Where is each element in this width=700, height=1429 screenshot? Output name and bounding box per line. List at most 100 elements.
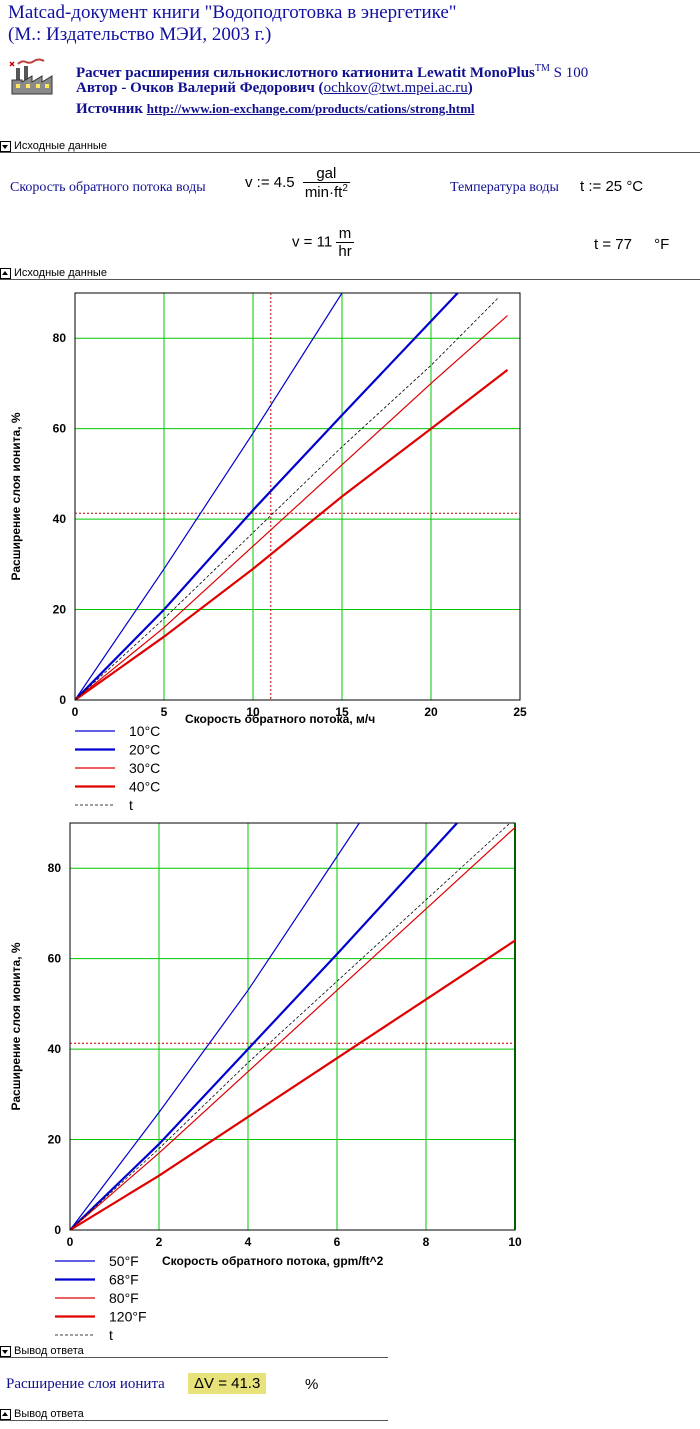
flow-result-unit-num: m [336, 225, 354, 243]
temp-result-unit: °F [654, 236, 670, 253]
collapse-arrow-icon[interactable] [0, 1345, 11, 1357]
temp-var: t [580, 178, 585, 195]
region-input-bottom[interactable]: Исходные данные [0, 267, 700, 280]
y-tick-label: 80 [53, 331, 67, 345]
temp-unit: °C [626, 178, 644, 195]
region-output-top-label: Вывод ответа [14, 1345, 84, 1357]
region-divider [0, 1357, 388, 1358]
flow-unit-den: min·ft2 [303, 183, 350, 201]
flow-var: v [245, 173, 253, 191]
x-tick-label: 15 [335, 705, 349, 719]
series-line-2 [75, 315, 508, 700]
flow-input-expression[interactable]: v := 4.5 gal min·ft2 [245, 165, 350, 201]
flow-unit-den-text: min·ft [304, 184, 343, 201]
author-email-link[interactable]: ochkov@twt.mpei.ac.ru [323, 80, 468, 96]
source-line: Источник http://www.ion-exchange.com/pro… [76, 98, 475, 120]
x-tick-label: 10 [246, 705, 260, 719]
factory-icon [8, 58, 56, 96]
region-divider [0, 279, 700, 280]
expand-arrow-icon[interactable] [0, 1408, 11, 1420]
answer-unit: % [305, 1376, 319, 1393]
region-divider [0, 152, 700, 153]
temp-value: 25 [605, 178, 623, 195]
y-tick-label: 40 [48, 1042, 62, 1056]
source-prefix: Источник [76, 101, 147, 117]
document-title-line2: (М.: Издательство МЭИ, 2003 г.) [8, 24, 272, 45]
temp-result-var: t [594, 236, 599, 253]
x-tick-label: 4 [245, 1235, 252, 1249]
expand-arrow-icon[interactable] [0, 267, 11, 279]
author-line: Автор - Очков Валерий Федорович (ochkov@… [76, 78, 473, 99]
y-tick-label: 20 [48, 1133, 62, 1147]
x-tick-label: 0 [67, 1235, 74, 1249]
region-output-top[interactable]: Вывод ответа [0, 1345, 390, 1358]
legend-label: 30°C [129, 760, 160, 776]
calc-title-end: S 100 [549, 65, 589, 81]
series-line-1 [75, 293, 459, 700]
y-axis-label: Расширение слоя ионита, % [9, 942, 23, 1110]
legend-label: 120°F [109, 1309, 147, 1325]
x-tick-label: 5 [161, 705, 168, 719]
series-line-2 [70, 827, 515, 1230]
legend-label: 10°C [129, 723, 160, 739]
flow-value: 4.5 [273, 173, 295, 191]
temp-label: Температура воды [450, 180, 559, 195]
temp-input-expression[interactable]: t := 25 °C [580, 178, 643, 195]
flow-unit: gal min·ft2 [302, 165, 350, 201]
chart-expansion-metric[interactable]: 0 5 10 15 20 25 0 20 40 60 80 Расширение слоя ионит… [0, 285, 700, 815]
legend-label: 40°C [129, 779, 160, 795]
calc-title-sup: TM [534, 63, 550, 74]
calc-title: Расчет расширения сильнокислотного катио… [76, 58, 588, 84]
x-tick-label: 6 [334, 1235, 341, 1249]
author-suffix: ) [467, 80, 473, 96]
answer-expression[interactable]: ΔV = 41.3 [188, 1373, 267, 1394]
chart-expansion-imperial[interactable]: 0 2 4 6 8 10 0 20 40 60 80 Расширение слоя ионита, … [0, 815, 700, 1345]
legend-label: 80°F [109, 1290, 139, 1306]
y-tick-label: 20 [53, 603, 67, 617]
temp-result-value: 77 [615, 236, 632, 253]
flow-unit-den-sup: 2 [342, 183, 348, 194]
y-axis-label: Расширение слоя ионита, % [9, 412, 23, 580]
y-tick-label: 60 [53, 422, 67, 436]
series-line-3 [70, 939, 515, 1230]
x-tick-label: 10 [508, 1235, 522, 1249]
region-input-top-label: Исходные данные [14, 140, 107, 152]
x-axis-label: Скорость обратного потока, gpm/ft^2 [162, 1254, 384, 1268]
source-url-link[interactable]: http://www.ion-exchange.com/products/cat… [146, 101, 475, 116]
region-divider [0, 1420, 388, 1421]
legend-label: t [109, 1327, 113, 1343]
series-line-0 [75, 293, 343, 700]
flow-result-unit-den: hr [338, 243, 352, 260]
x-tick-label: 25 [513, 705, 527, 719]
series-line-3 [75, 369, 509, 700]
collapse-arrow-icon[interactable] [0, 140, 11, 152]
flow-result-value: 11 [316, 233, 333, 251]
plot-frame [74, 292, 521, 701]
y-tick-label: 80 [48, 861, 62, 875]
y-tick-label: 40 [53, 512, 67, 526]
flow-result-eq: = [303, 233, 313, 251]
flow-assign: := [256, 173, 270, 191]
region-input-top[interactable]: Исходные данные [0, 140, 700, 153]
temp-result-eq: = [602, 236, 612, 253]
series-line-1 [70, 823, 458, 1230]
x-tick-label: 2 [156, 1235, 163, 1249]
x-tick-label: 0 [72, 705, 79, 719]
temp-assign: := [588, 178, 602, 195]
legend-label: 50°F [109, 1253, 139, 1269]
legend-label: 68°F [109, 1272, 139, 1288]
calc-title-text: Расчет расширения сильнокислотного катио… [76, 65, 535, 81]
region-output-bottom-label: Вывод ответа [14, 1408, 84, 1420]
temp-result-expression: t = 77 °F [594, 236, 669, 253]
flow-label: Скорость обратного потока воды [10, 180, 206, 195]
document-title-line1: Matcad-документ книги "Водоподготовка в … [8, 2, 457, 23]
flow-unit-num: gal [302, 165, 350, 183]
y-tick-label: 60 [48, 952, 62, 966]
answer-label: Расширение слоя ионита [6, 1376, 165, 1392]
x-tick-label: 8 [423, 1235, 430, 1249]
y-tick-label: 0 [54, 1223, 61, 1237]
legend-label: t [129, 797, 133, 813]
y-tick-label: 0 [59, 693, 66, 707]
region-output-bottom[interactable]: Вывод ответа [0, 1408, 390, 1421]
flow-result-expression: v = 11 m hr [292, 225, 354, 260]
